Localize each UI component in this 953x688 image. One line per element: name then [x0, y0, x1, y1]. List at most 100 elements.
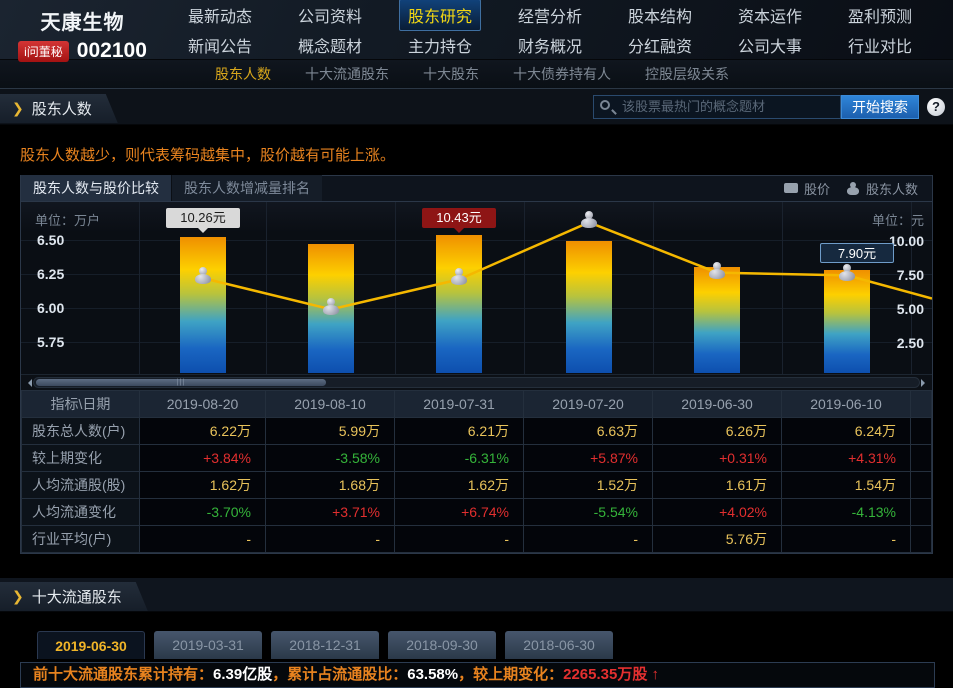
price-tooltip: 10.26元 — [166, 208, 240, 233]
cell-2-4: 1.61万 — [652, 471, 782, 499]
chart-horizontal-scrollbar: ||| — [21, 374, 932, 390]
cell-3-1: +3.71% — [265, 498, 395, 526]
summary-segment-2: ，累计占流通股比： — [272, 666, 408, 683]
date-tab-3[interactable]: 2018-09-30 — [388, 631, 496, 659]
help-icon[interactable]: ? — [927, 97, 945, 116]
price-bar-icon — [783, 183, 798, 193]
cell-0-3: 6.63万 — [523, 417, 653, 445]
date-header-0: 2019-08-20 — [139, 390, 266, 418]
chart-legend: 股价 股东人数 — [783, 175, 932, 201]
scroll-left-arrow-icon[interactable] — [24, 379, 32, 387]
count-price-chart: 单位：万户 单位：元 6.50 6.25 6.00 5.75 10.00 7.5… — [21, 202, 932, 374]
cell-2-0: 1.62万 — [139, 471, 266, 499]
nav-item-0[interactable]: 最新动态 — [187, 9, 252, 26]
subnav-item-1[interactable]: 十大流通股东 — [305, 66, 389, 82]
table-row-2: 人均流通股(股) 1.62万 1.68万 1.62万 1.52万 1.61万 1.54万 — [21, 471, 932, 499]
chevron-right-icon: ❯ — [12, 100, 24, 116]
subnav-item-3[interactable]: 十大债券持有人 — [513, 66, 611, 82]
top10-holders-summary: 前十大流通股东累计持有：6.39亿股，累计占流通股比：63.58%，较上期变化：… — [20, 662, 935, 688]
scroll-right-arrow-icon[interactable] — [921, 379, 929, 387]
cell-2-2: 1.62万 — [394, 471, 524, 499]
table-header-row: 指标\日期 2019-08-20 2019-08-10 2019-07-31 2019… — [21, 390, 932, 418]
nav-item-6[interactable]: 盈利预测 — [847, 9, 912, 26]
shareholder-table: 指标\日期 2019-08-20 2019-08-10 2019-07-31 2019… — [21, 390, 932, 553]
summary-segment-3: 63.58% — [407, 666, 459, 683]
cell-4-4: 5.76万 — [652, 525, 782, 553]
cell-0-1: 5.99万 — [265, 417, 395, 445]
date-header-2: 2019-07-31 — [394, 390, 524, 418]
summary-segment-0: 前十大流通股东累计持有： — [33, 666, 214, 683]
shareholder-marker-3 — [579, 211, 599, 229]
nav-item-1[interactable]: 公司资料 — [297, 9, 362, 26]
ask-secretary-badge[interactable]: i问董秘 — [18, 40, 69, 62]
search-button[interactable]: 开始搜索 — [841, 94, 919, 119]
cell-3-3: -5.54% — [523, 498, 653, 526]
nav-item-11[interactable]: 分红融资 — [627, 39, 692, 56]
nav-item-13[interactable]: 行业对比 — [847, 39, 912, 56]
legend-price: 股价 — [783, 179, 830, 198]
table-row-1: 较上期变化 +3.84% -3.58% -6.31% +5.87% +0.31% +4.31… — [21, 444, 932, 472]
left-axis-unit: 单位：万户 — [35, 213, 101, 228]
cell-0-5: 6.24万 — [781, 417, 911, 445]
price-bar-3 — [566, 240, 612, 373]
right-tick: 7.50 — [896, 267, 924, 283]
price-tooltip: 7.90元 — [820, 243, 894, 263]
left-tick: 6.25 — [37, 266, 65, 282]
scrollbar-track[interactable]: ||| — [33, 377, 920, 388]
search-group: 开始搜索 ? — [593, 94, 945, 119]
date-tab-4[interactable]: 2018-06-30 — [505, 631, 613, 659]
subnav-item-2[interactable]: 十大股东 — [423, 66, 479, 82]
shareholder-marker-4 — [707, 261, 727, 280]
date-header-5: 2019-06-10 — [781, 390, 911, 418]
row-label: 股东总人数(户) — [21, 417, 140, 445]
price-bar-5 — [824, 269, 870, 373]
left-tick: 5.75 — [37, 334, 65, 350]
cell-4-2: - — [394, 525, 524, 553]
nav-item-8[interactable]: 概念题材 — [297, 39, 362, 56]
nav-item-2[interactable]: 股东研究 — [399, 0, 481, 31]
price-bar-2 — [436, 235, 482, 373]
nav-item-7[interactable]: 新闻公告 — [187, 39, 252, 56]
summary-segment-1: 6.39亿股 — [213, 666, 273, 683]
row-label: 人均流通股(股) — [21, 471, 140, 499]
nav-item-12[interactable]: 公司大事 — [737, 39, 802, 56]
price-bar-0 — [180, 237, 226, 373]
app-header: 天康生物 i问董秘 002100 最新动态 公司资料 股东研究 经营分析 股本结构 资本运… — [0, 0, 953, 62]
date-tab-0[interactable]: 2019-06-30 — [37, 631, 145, 659]
nav-item-4[interactable]: 股本结构 — [627, 9, 692, 26]
stock-block: 天康生物 i问董秘 002100 — [0, 0, 165, 62]
nav-item-5[interactable]: 资本运作 — [737, 9, 802, 26]
section2-header-tab: ❯ 十大流通股东 — [0, 582, 148, 611]
cell-1-0: +3.84% — [139, 444, 266, 472]
legend-price-label: 股价 — [803, 181, 830, 197]
nav-item-3[interactable]: 经营分析 — [517, 9, 582, 26]
legend-holders-label: 股东人数 — [865, 181, 918, 197]
table-row-4: 行业平均(户) - - - -5.76万 - — [21, 525, 932, 553]
cell-1-1: -3.58% — [265, 444, 395, 472]
cell-3-4: +4.02% — [652, 498, 782, 526]
date-tab-1[interactable]: 2019-03-31 — [154, 631, 262, 659]
tab-count-vs-price[interactable]: 股东人数与股价比较 — [21, 175, 171, 201]
cell-1-5: +4.31% — [781, 444, 911, 472]
search-input[interactable] — [593, 94, 841, 119]
cell-1-4: +0.31% — [652, 444, 782, 472]
cell-1-2: -6.31% — [394, 444, 524, 472]
tab-count-change-rank[interactable]: 股东人数增减量排名 — [171, 175, 322, 201]
price-tooltip: 10.43元 — [422, 208, 496, 233]
nav-item-9[interactable]: 主力持仓 — [407, 39, 472, 56]
scrollbar-thumb[interactable]: ||| — [36, 379, 326, 386]
row-label: 人均流通变化 — [21, 498, 140, 526]
cell-2-3: 1.52万 — [523, 471, 653, 499]
date-tab-2[interactable]: 2018-12-31 — [271, 631, 379, 659]
section1-title: 股东人数 — [31, 101, 92, 118]
subnav-item-0[interactable]: 股东人数 — [215, 66, 271, 82]
search-icon — [600, 99, 610, 110]
summary-segment-5: 2265.35万股 — [563, 666, 652, 683]
nav-item-10[interactable]: 财务概况 — [517, 39, 582, 56]
up-arrow-icon: ↑ — [651, 666, 660, 683]
cell-2-1: 1.68万 — [265, 471, 395, 499]
cell-0-2: 6.21万 — [394, 417, 524, 445]
subnav-item-4[interactable]: 控股层级关系 — [645, 66, 729, 82]
shareholder-marker-0 — [193, 267, 213, 285]
